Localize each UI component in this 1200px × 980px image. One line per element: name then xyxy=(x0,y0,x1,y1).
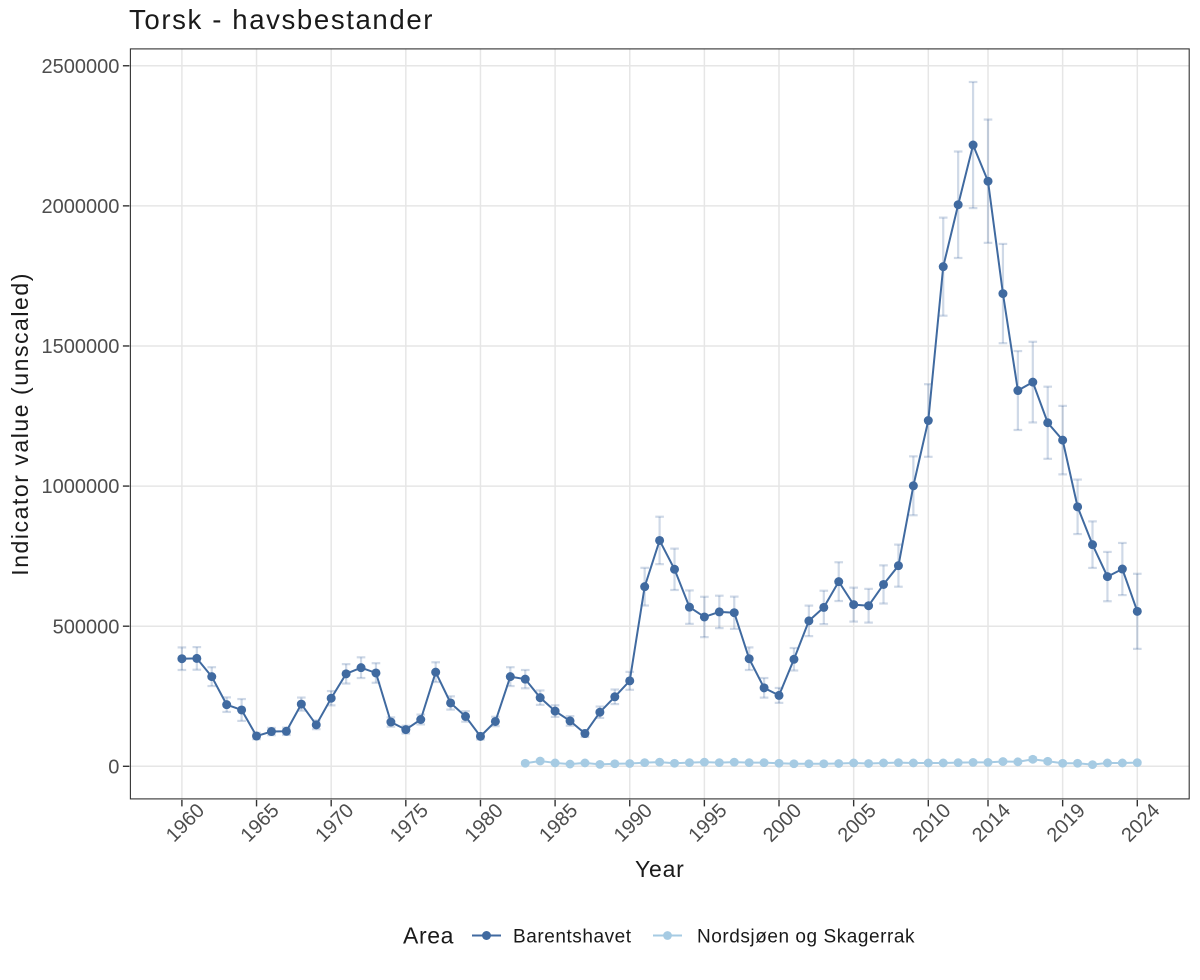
svg-text:Area: Area xyxy=(403,923,454,949)
svg-text:500000: 500000 xyxy=(53,616,120,638)
svg-text:Torsk - havsbestander: Torsk - havsbestander xyxy=(129,4,434,35)
svg-text:0: 0 xyxy=(108,756,119,778)
svg-text:Barentshavet: Barentshavet xyxy=(513,926,632,947)
svg-text:Year: Year xyxy=(635,856,685,882)
svg-text:1500000: 1500000 xyxy=(42,336,120,358)
svg-text:Indicator value (unscaled): Indicator value (unscaled) xyxy=(7,272,33,576)
svg-text:Nordsjøen og Skagerrak: Nordsjøen og Skagerrak xyxy=(697,926,915,947)
svg-text:1000000: 1000000 xyxy=(42,476,120,498)
svg-text:2500000: 2500000 xyxy=(42,56,120,78)
svg-text:2000000: 2000000 xyxy=(42,196,120,218)
